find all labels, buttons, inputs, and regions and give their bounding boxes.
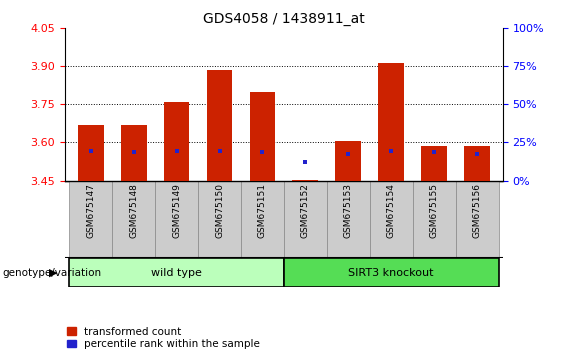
Title: GDS4058 / 1438911_at: GDS4058 / 1438911_at <box>203 12 365 26</box>
Bar <box>327 181 370 258</box>
Text: GSM675150: GSM675150 <box>215 183 224 238</box>
Bar <box>250 92 275 181</box>
Bar <box>155 181 198 258</box>
Bar <box>284 258 498 287</box>
Text: GSM675155: GSM675155 <box>429 183 438 238</box>
Bar <box>241 181 284 258</box>
Bar <box>69 181 112 258</box>
Text: ▶: ▶ <box>49 268 58 278</box>
Bar <box>112 181 155 258</box>
Text: SIRT3 knockout: SIRT3 knockout <box>349 268 434 278</box>
Bar <box>198 181 241 258</box>
Text: GSM675152: GSM675152 <box>301 183 310 238</box>
Legend: transformed count, percentile rank within the sample: transformed count, percentile rank withi… <box>67 327 260 349</box>
Bar <box>336 141 361 181</box>
Bar <box>69 258 284 287</box>
Text: GSM675156: GSM675156 <box>472 183 481 238</box>
Text: GSM675154: GSM675154 <box>386 183 396 238</box>
Bar <box>78 125 103 181</box>
Bar <box>284 181 327 258</box>
Bar <box>412 181 455 258</box>
Bar <box>293 180 318 181</box>
Text: GSM675153: GSM675153 <box>344 183 353 238</box>
Bar <box>370 181 412 258</box>
Text: GSM675149: GSM675149 <box>172 183 181 238</box>
Bar <box>379 63 404 181</box>
Text: GSM675151: GSM675151 <box>258 183 267 238</box>
Bar <box>421 146 447 181</box>
Bar <box>164 102 189 181</box>
Bar <box>207 70 232 181</box>
Bar <box>121 125 146 181</box>
Text: GSM675147: GSM675147 <box>86 183 95 238</box>
Bar <box>455 181 498 258</box>
Text: GSM675148: GSM675148 <box>129 183 138 238</box>
Text: genotype/variation: genotype/variation <box>3 268 102 278</box>
Text: wild type: wild type <box>151 268 202 278</box>
Bar <box>464 146 490 181</box>
